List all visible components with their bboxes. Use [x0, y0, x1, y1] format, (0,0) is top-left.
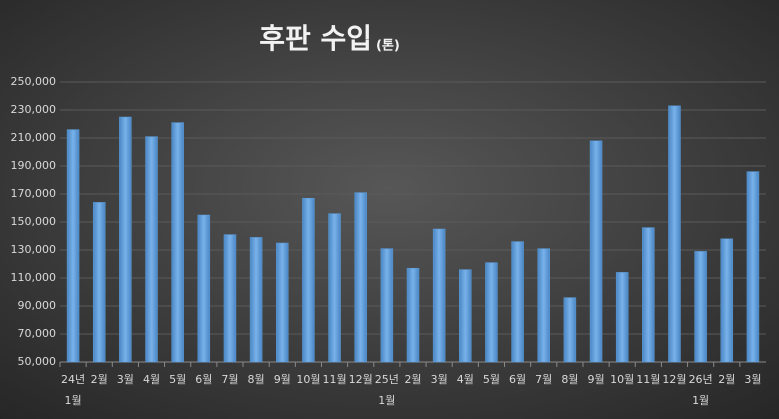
bar [66, 129, 80, 363]
x-tick-label: 24년 1월 [61, 373, 85, 407]
bar [197, 214, 211, 363]
x-tick-label: 7월 [535, 373, 552, 386]
bar [615, 272, 629, 363]
bar [511, 241, 524, 363]
bar [302, 197, 315, 363]
bar [92, 202, 106, 363]
x-tick-label: 11월 [322, 373, 346, 386]
bar [694, 251, 707, 363]
x-tick-label: 2월 [718, 373, 735, 386]
chart-title-unit: (톤) [376, 39, 400, 54]
y-tick-label: 170,000 [11, 187, 57, 200]
x-tick-label: 8월 [561, 373, 578, 386]
x-tick-label: 5월 [483, 373, 500, 386]
bar [171, 122, 184, 363]
x-tick-label: 9월 [274, 373, 291, 386]
bar [537, 248, 550, 363]
x-tick-label: 12월 [662, 373, 686, 386]
x-tick-label: 3월 [431, 373, 448, 386]
x-tick-label: 9월 [587, 373, 604, 386]
bar [119, 116, 132, 363]
y-tick-label: 230,000 [11, 103, 57, 116]
x-tick-label: 25년 1월 [375, 373, 399, 407]
x-tick-label: 10월 [296, 373, 320, 386]
bar [459, 269, 472, 363]
y-tick-label: 130,000 [11, 243, 57, 256]
x-tick-label: 4월 [457, 373, 474, 386]
bar [406, 267, 420, 363]
bar [485, 262, 498, 363]
x-tick-label: 8월 [248, 373, 265, 386]
bar [249, 237, 263, 363]
x-tick-label: 12월 [349, 373, 373, 386]
y-tick-label: 110,000 [11, 271, 57, 284]
bar [354, 192, 367, 363]
bar [720, 238, 734, 363]
y-tick-label: 90,000 [18, 299, 57, 312]
bar [380, 248, 394, 363]
x-tick-label: 2월 [91, 373, 108, 386]
y-tick-label: 190,000 [11, 159, 57, 172]
y-tick-label: 70,000 [18, 327, 57, 340]
bar [746, 171, 760, 363]
x-tick-label: 6월 [509, 373, 526, 386]
bar [223, 234, 237, 363]
y-tick-label: 250,000 [11, 75, 57, 88]
x-tick-label: 3월 [117, 373, 134, 386]
x-tick-label: 2월 [404, 373, 421, 386]
bar [145, 136, 158, 363]
x-tick-label: 3월 [744, 373, 761, 386]
bar [589, 140, 603, 363]
x-tick-label: 10월 [610, 373, 634, 386]
x-tick-label: 6월 [195, 373, 212, 386]
bar [642, 227, 655, 363]
chart-title: 후판 수입 [259, 22, 372, 55]
y-tick-label: 50,000 [18, 355, 57, 368]
y-tick-label: 210,000 [11, 131, 57, 144]
x-tick-label: 5월 [169, 373, 186, 386]
bar [276, 242, 289, 363]
bar [668, 105, 681, 363]
x-tick-label: 4월 [143, 373, 160, 386]
x-tick-label: 11월 [636, 373, 660, 386]
x-tick-label: 26년 1월 [689, 373, 713, 407]
bar [328, 213, 341, 363]
bar [563, 297, 577, 363]
bar [432, 228, 446, 363]
x-tick-label: 7월 [221, 373, 238, 386]
y-tick-label: 150,000 [11, 215, 57, 228]
